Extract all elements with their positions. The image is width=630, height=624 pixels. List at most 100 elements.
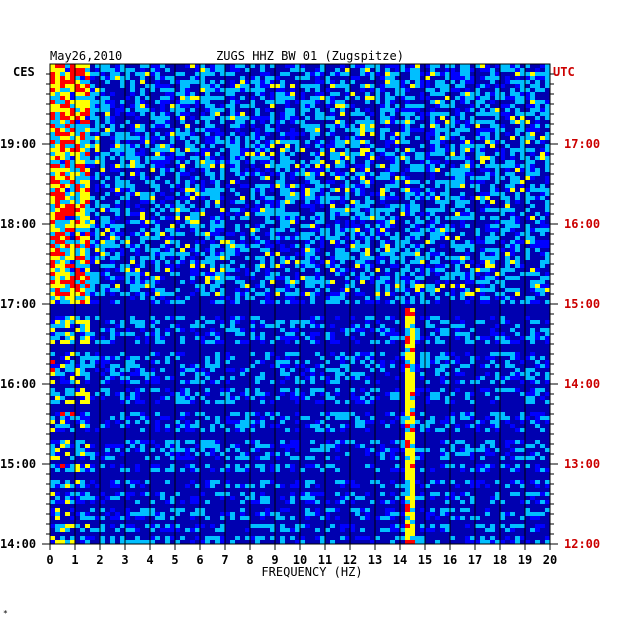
spectrogram-cell-low	[135, 252, 140, 256]
spectrogram-cell-low	[410, 204, 415, 208]
spectrogram-cell-low	[365, 152, 370, 156]
spectrogram-cell-low	[210, 188, 215, 192]
spectrogram-cell-mid	[395, 140, 400, 144]
spectrogram-cell-low	[425, 256, 430, 260]
spectrogram-cell-low	[265, 128, 270, 132]
spectrogram-cell-low	[385, 196, 390, 200]
spectrogram-cell-low	[355, 240, 360, 244]
spectrogram-cell-mid	[170, 132, 175, 136]
spectrogram-cell-low	[255, 316, 260, 320]
spectrogram-cell-low	[340, 364, 345, 368]
spectrogram-cell-low	[125, 200, 130, 204]
spectrogram-cell-low	[525, 416, 530, 420]
spectrogram-cell-low	[150, 300, 155, 304]
spectrogram-cell-low	[55, 400, 60, 404]
spectrogram-cell-low	[405, 236, 410, 240]
spectrogram-cell-low	[525, 156, 530, 160]
spectrogram-cell-low	[480, 136, 485, 140]
spectrogram-cell-low	[520, 84, 525, 88]
spectrogram-cell-low	[415, 328, 420, 332]
spectrogram-cell-low	[385, 220, 390, 224]
spectrogram-cell-high	[60, 212, 65, 216]
spectrogram-cell-low	[440, 112, 445, 116]
spectrogram-cell-mid	[520, 180, 525, 184]
spectrogram-cell-low	[90, 260, 95, 264]
spectrogram-cell-mid	[60, 152, 65, 156]
spectrogram-cell-low	[110, 444, 115, 448]
spectrogram-cell-low	[475, 336, 480, 340]
spectrogram-cell-low	[285, 280, 290, 284]
spectrogram-cell-mid	[465, 292, 470, 296]
spectrogram-cell-mid	[220, 268, 225, 272]
spectrogram-cell-low	[260, 392, 265, 396]
spectrogram-cell-low	[235, 144, 240, 148]
spectrogram-cell-low	[440, 420, 445, 424]
spectrogram-cell-low	[385, 288, 390, 292]
spectrogram-cell-low	[200, 272, 205, 276]
spectrogram-cell-mid	[215, 292, 220, 296]
spectrogram-cell-low	[355, 300, 360, 304]
spectrogram-cell-high	[80, 292, 85, 296]
spectrogram-cell-low	[285, 140, 290, 144]
spectrogram-cell-low	[80, 284, 85, 288]
spectrogram-cell-high	[55, 188, 60, 192]
spectrogram-cell-low	[120, 164, 125, 168]
spectrogram-cell-low	[500, 124, 505, 128]
spectrogram-cell-low	[175, 116, 180, 120]
spectrogram-cell-low	[335, 376, 340, 380]
spectrogram-cell-low	[100, 108, 105, 112]
spectrogram-cell-low	[535, 372, 540, 376]
spectrogram-cell-mid	[65, 84, 70, 88]
spectrogram-cell-low	[505, 340, 510, 344]
spectrogram-cell-mid	[270, 144, 275, 148]
spectrogram-cell-high	[55, 128, 60, 132]
spectrogram-cell-low	[160, 148, 165, 152]
spectrogram-cell-low	[390, 208, 395, 212]
spectrogram-cell-low	[210, 244, 215, 248]
spectrogram-cell-low	[315, 268, 320, 272]
spectrogram-cell-low	[505, 260, 510, 264]
spectrogram-cell-low	[400, 296, 405, 300]
spectrogram-cell-low	[350, 152, 355, 156]
spectrogram-cell-low	[530, 328, 535, 332]
spectrogram-cell-low	[250, 236, 255, 240]
spectrogram-cell-low	[505, 352, 510, 356]
spectrogram-cell-low	[230, 100, 235, 104]
spectrogram-cell-low	[115, 332, 120, 336]
spectrogram-cell-low	[420, 276, 425, 280]
spectrogram-cell-low	[390, 196, 395, 200]
spectrogram-cell-low	[220, 424, 225, 428]
spectrogram-cell-low	[155, 188, 160, 192]
spectrogram-cell-low	[465, 200, 470, 204]
spectrogram-cell-low	[105, 80, 110, 84]
spectrogram-cell-low	[320, 220, 325, 224]
spectrogram-cell-low	[205, 292, 210, 296]
spectrogram-cell-low	[505, 76, 510, 80]
spectrogram-cell-mid	[80, 260, 85, 264]
spectrogram-cell-mid	[65, 320, 70, 324]
spectrogram-cell-low	[355, 64, 360, 68]
spectrogram-cell-low	[150, 320, 155, 324]
spectrogram-cell-low	[450, 136, 455, 140]
spectrogram-cell-low	[455, 268, 460, 272]
spectrogram-cell-low	[270, 264, 275, 268]
spectrogram-cell-low	[315, 160, 320, 164]
spectrogram-cell-low	[170, 324, 175, 328]
spectrogram-cell-low	[500, 332, 505, 336]
spectrogram-cell-low	[175, 288, 180, 292]
spectrogram-cell-high	[65, 160, 70, 164]
spectrogram-cell-mid	[85, 268, 90, 272]
spectrogram-cell-low	[180, 372, 185, 376]
spectrogram-cell-low	[455, 156, 460, 160]
spectrogram-cell-mid	[270, 104, 275, 108]
spectrogram-cell-low	[460, 100, 465, 104]
spectrogram-cell-low	[405, 196, 410, 200]
spectrogram-cell-low	[480, 152, 485, 156]
spectrogram-cell-mid	[405, 420, 410, 424]
spectrogram-cell-low	[420, 72, 425, 76]
spectrogram-cell-mid	[290, 84, 295, 88]
spectrogram-cell-low	[250, 336, 255, 340]
spectrogram-cell-low	[235, 164, 240, 168]
spectrogram-cell-low	[55, 428, 60, 432]
spectrogram-cell-low	[335, 244, 340, 248]
